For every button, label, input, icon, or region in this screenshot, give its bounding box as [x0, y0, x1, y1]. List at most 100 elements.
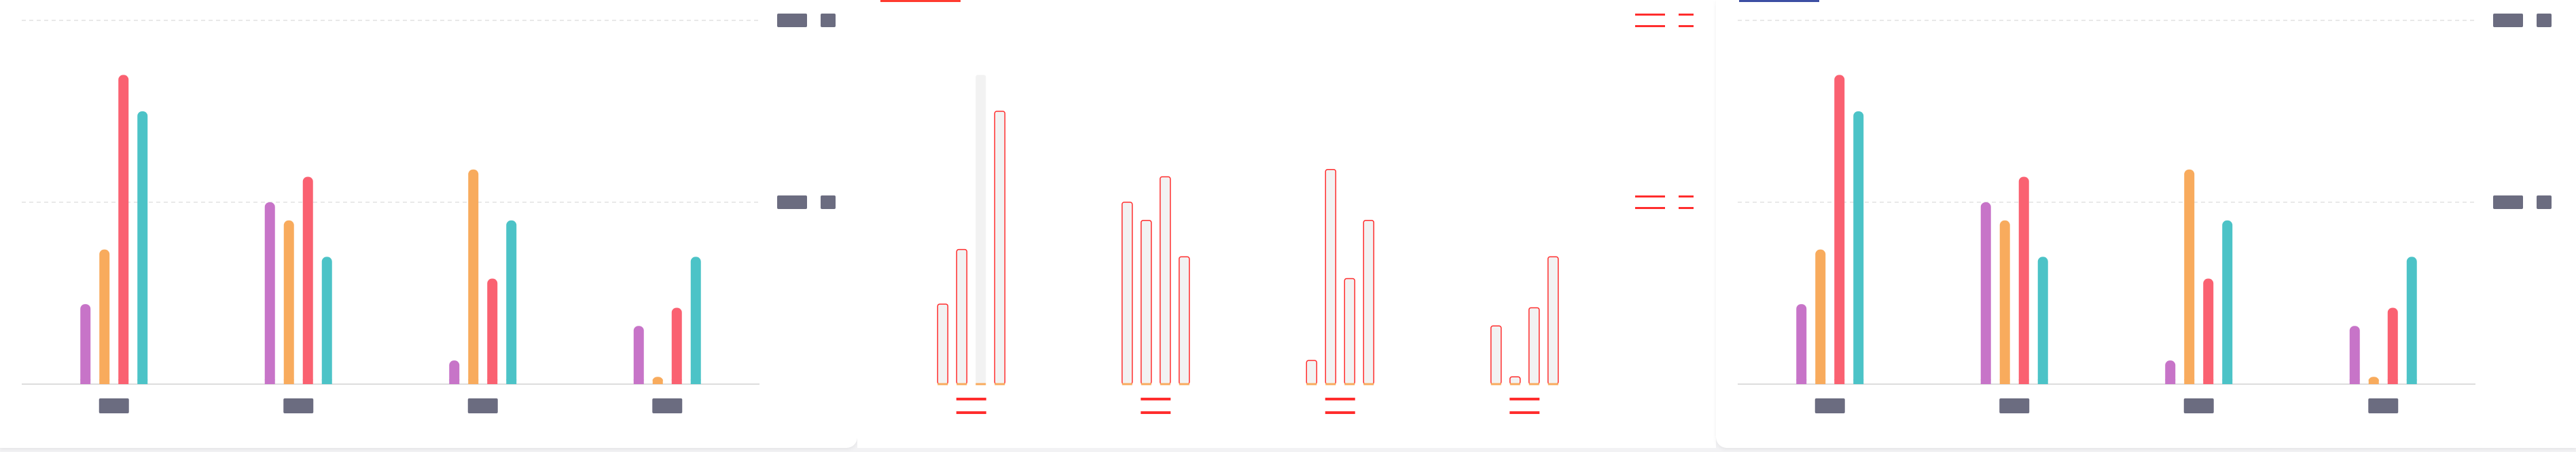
- chart-panel-left: [0, 0, 857, 448]
- bar-1-0: [1980, 202, 1991, 384]
- bar-0-3: [1853, 111, 1864, 384]
- bar-foot-0-3: [137, 379, 148, 384]
- bar-3-0: [1490, 325, 1502, 385]
- bar-foot-2-1: [2184, 379, 2195, 384]
- bar-2-3: [506, 220, 517, 384]
- bar-2-1: [1325, 169, 1336, 385]
- category-label-1: [1999, 398, 2030, 413]
- legend-swatch-0: [821, 14, 836, 27]
- bar-2-1: [2184, 169, 2195, 384]
- category-label-3: [2368, 398, 2399, 413]
- bar-foot-1-1: [283, 379, 294, 384]
- bar-1-0: [1122, 202, 1133, 385]
- bar-foot-1-0: [264, 379, 275, 384]
- bar-foot-2-3: [506, 379, 517, 384]
- bar-foot-0-2: [118, 379, 129, 384]
- bar-foot-3-0: [633, 379, 644, 384]
- bar-3-2: [671, 307, 682, 384]
- bar-foot-3-0: [2349, 379, 2360, 384]
- bar-foot-3-1: [652, 379, 663, 384]
- bar-2-0: [1306, 360, 1317, 385]
- category-label-0: [956, 398, 986, 400]
- bar-foot-2-2: [487, 379, 498, 384]
- category-label-3: [652, 398, 683, 413]
- bar-1-3: [1179, 256, 1190, 385]
- bar-1-1: [283, 220, 294, 384]
- category-label-underline-2: [1325, 411, 1355, 414]
- legend-swatch-top-0: [1679, 14, 1694, 16]
- bar-3-3: [1548, 256, 1559, 385]
- legend-swatch-0: [2537, 14, 2552, 27]
- bar-chart-middle: [937, 14, 1694, 414]
- bar-0-2: [976, 75, 986, 385]
- bar-2-2: [2203, 278, 2214, 384]
- bar-0-1: [956, 248, 967, 385]
- category-label-2: [2183, 398, 2214, 413]
- category-label-underline-0: [956, 411, 986, 414]
- legend-label-top-1: [1635, 195, 1665, 197]
- bar-0-2: [118, 75, 129, 385]
- bar-foot-3-2: [2387, 379, 2398, 384]
- bar-foot-0-1: [99, 379, 110, 384]
- bar-2-0: [449, 360, 460, 384]
- legend-label-top-0: [1635, 14, 1665, 16]
- bar-foot-0-3: [1853, 379, 1864, 384]
- bar-2-2: [487, 278, 498, 384]
- bar-foot-1-1: [1999, 379, 2010, 384]
- bar-0-3: [994, 111, 1005, 385]
- bar-2-3: [1363, 220, 1374, 385]
- bar-foot-3-3: [690, 379, 701, 384]
- category-label-0: [1814, 398, 1845, 413]
- bar-3-3: [2406, 257, 2417, 384]
- category-label-0: [99, 398, 129, 413]
- bar-0-2: [1834, 75, 1845, 385]
- bar-2-2: [1344, 278, 1355, 385]
- legend-swatch-top-1: [1679, 195, 1694, 197]
- chart-panel-middle: [857, 0, 1716, 448]
- legend-label-0: [2493, 14, 2523, 27]
- legend-swatch-bottom-0: [1679, 25, 1694, 27]
- bar-foot-2-1: [468, 379, 479, 384]
- category-label-underline-3: [1509, 411, 1540, 414]
- bar-0-0: [80, 304, 91, 384]
- bar-1-0: [264, 202, 275, 384]
- bar-foot-0-2: [1834, 379, 1845, 384]
- bar-1-2: [302, 176, 313, 384]
- chart-panel-right: [1716, 0, 2576, 448]
- bar-1-1: [1999, 220, 2010, 384]
- top-accent-bar: [1739, 0, 1819, 2]
- bar-foot-1-0: [1980, 379, 1991, 384]
- bar-3-2: [1528, 307, 1540, 385]
- bar-foot-0-0: [80, 379, 91, 384]
- bar-foot-1-3: [2037, 379, 2048, 384]
- bar-0-1: [1815, 249, 1826, 384]
- bar-foot-1-3: [321, 379, 332, 384]
- bar-1-2: [2018, 176, 2029, 384]
- bar-foot-2-0: [2165, 379, 2176, 384]
- bar-foot-2-3: [2222, 379, 2233, 384]
- bar-2-3: [2222, 220, 2233, 384]
- bar-foot-0-0: [1796, 379, 1807, 384]
- bar-1-3: [321, 257, 332, 384]
- legend-label-1: [777, 195, 807, 209]
- legend-label-bottom-0: [1635, 25, 1665, 27]
- bar-3-2: [2387, 307, 2398, 384]
- bar-0-3: [137, 111, 148, 384]
- bar-1-1: [1141, 220, 1152, 385]
- bar-foot-1-2: [302, 379, 313, 384]
- bar-foot-2-0: [449, 379, 460, 384]
- legend-label-0: [777, 14, 807, 27]
- bar-foot-0-1: [1815, 379, 1826, 384]
- top-accent-bar: [880, 0, 961, 2]
- bar-0-0: [1796, 304, 1807, 384]
- bar-foot-1-2: [2018, 379, 2029, 384]
- bar-2-0: [2165, 360, 2176, 384]
- category-label-1: [1141, 398, 1171, 400]
- legend-label-1: [2493, 195, 2523, 209]
- bar-1-2: [1160, 176, 1171, 385]
- category-label-2: [467, 398, 498, 413]
- bar-1-3: [2037, 257, 2048, 384]
- bar-chart-right: [1738, 14, 2552, 413]
- legend-swatch-1: [2537, 195, 2552, 209]
- bar-foot-2-2: [2203, 379, 2214, 384]
